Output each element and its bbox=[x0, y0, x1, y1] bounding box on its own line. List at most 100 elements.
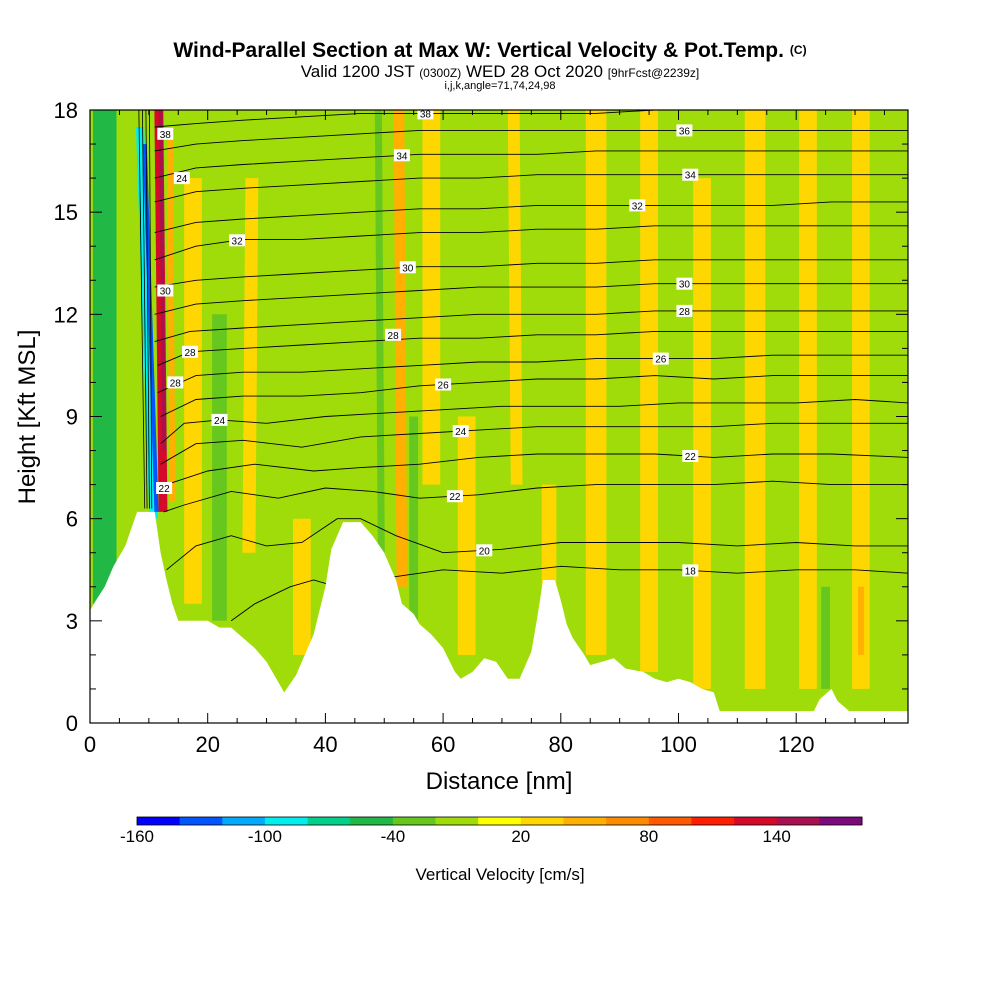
svg-text:28: 28 bbox=[184, 348, 196, 359]
velocity-feature-3 bbox=[158, 110, 166, 451]
chart-indices: i,j,k,angle=71,74,24,98 bbox=[444, 80, 555, 92]
y-tick-label: 0 bbox=[66, 711, 78, 736]
theta-contour-1 bbox=[166, 518, 908, 571]
contour-label-c2: 22 bbox=[446, 490, 463, 503]
y-tick-label: 6 bbox=[66, 507, 78, 532]
theta-contour-16 bbox=[154, 129, 908, 152]
velocity-feature-10 bbox=[374, 110, 385, 553]
theta-contour-0 bbox=[230, 565, 908, 622]
column-contour-0 bbox=[138, 110, 146, 509]
contour-label-c12: 32 bbox=[229, 234, 246, 247]
y-tick-label: 3 bbox=[66, 609, 78, 634]
colorbar-segment bbox=[222, 817, 266, 825]
velocity-feature-6 bbox=[184, 178, 202, 604]
colorbar-tick-label: 140 bbox=[763, 827, 791, 846]
x-tick-label: 120 bbox=[778, 732, 815, 757]
colorbar-segment bbox=[648, 817, 692, 825]
contour-label-c14: 34 bbox=[682, 168, 699, 182]
svg-text:28: 28 bbox=[170, 378, 182, 389]
contour-labels: 18 20 22 22 24 24 26 26 28 28 30 30 32 32 34 34 36 38 38 24… bbox=[156, 109, 699, 577]
chart-title: Wind-Parallel Section at Max W: Vertical… bbox=[173, 39, 806, 62]
theta-contour-13 bbox=[154, 201, 908, 234]
velocity-feature-13 bbox=[422, 110, 441, 485]
colorbar-segment bbox=[264, 817, 308, 825]
colorbar-tick-label: -40 bbox=[381, 827, 406, 846]
velocity-feature-8 bbox=[242, 178, 259, 553]
svg-text:32: 32 bbox=[632, 201, 644, 212]
contour-label-c4: 24 bbox=[452, 425, 469, 438]
contour-label-k0: 38 bbox=[157, 127, 174, 141]
colorbar-tick-label: -160 bbox=[120, 827, 154, 846]
column-contour-1 bbox=[141, 110, 148, 509]
velocity-feature-20 bbox=[744, 110, 766, 689]
y-tick-label: 15 bbox=[54, 200, 78, 225]
x-axis-label: Distance [nm] bbox=[426, 768, 573, 795]
colorbar-segment bbox=[435, 817, 479, 825]
velocity-feature-4 bbox=[167, 127, 176, 502]
velocity-feature-23 bbox=[821, 586, 830, 689]
velocity-feature-24 bbox=[858, 586, 864, 655]
theta-contour-10 bbox=[154, 283, 908, 315]
svg-text:32: 32 bbox=[232, 236, 244, 247]
x-tick-label: 20 bbox=[195, 732, 219, 757]
colorbar-label: Vertical Velocity [cm/s] bbox=[415, 865, 584, 884]
velocity-feature-11 bbox=[393, 110, 408, 587]
title-mark: (C) bbox=[790, 43, 807, 57]
terrain-mask bbox=[90, 511, 908, 723]
colorbar-segment bbox=[520, 817, 564, 825]
contour-label-k3: 28 bbox=[167, 376, 184, 389]
x-tick-label: 100 bbox=[660, 732, 697, 757]
colorbar-segment bbox=[819, 817, 863, 825]
theta-contour-8 bbox=[157, 330, 908, 366]
contour-label-c7: 26 bbox=[652, 352, 669, 366]
theta-contour-12 bbox=[154, 225, 908, 261]
svg-text:28: 28 bbox=[388, 331, 400, 342]
contour-label-c13: 32 bbox=[629, 199, 646, 212]
contour-label-c3: 22 bbox=[682, 450, 699, 463]
x-tick-label: 0 bbox=[84, 732, 96, 757]
contour-label-c1: 20 bbox=[476, 544, 493, 557]
svg-text:34: 34 bbox=[396, 151, 408, 162]
chart-subtitle: Valid 1200 JST (0300Z) WED 28 Oct 2020 [… bbox=[301, 62, 700, 81]
svg-text:22: 22 bbox=[449, 492, 461, 503]
colorbar-segment bbox=[478, 817, 522, 825]
colorbar-segment bbox=[734, 817, 778, 825]
theta-contour-5 bbox=[160, 399, 908, 445]
colorbar-segment bbox=[350, 817, 394, 825]
velocity-feature-18 bbox=[640, 110, 658, 672]
colorbar-segment bbox=[179, 817, 223, 825]
theta-contour-7 bbox=[157, 354, 908, 394]
svg-text:34: 34 bbox=[685, 171, 697, 182]
svg-text:30: 30 bbox=[402, 263, 414, 274]
potential-temperature-contours bbox=[138, 110, 908, 622]
contour-label-k2: 30 bbox=[157, 284, 174, 298]
velocity-feature-19 bbox=[693, 178, 711, 689]
svg-text:38: 38 bbox=[420, 109, 432, 120]
theta-contour-11 bbox=[154, 259, 908, 288]
contour-label-k1: 24 bbox=[173, 172, 190, 185]
theta-contour-6 bbox=[160, 375, 908, 417]
contour-label-c0: 18 bbox=[682, 564, 699, 577]
colorbar-segment bbox=[392, 817, 436, 825]
theta-contour-3 bbox=[166, 453, 908, 486]
colorbar: -160 -100 -40 20 80 140 bbox=[120, 816, 863, 846]
theta-contour-17 bbox=[154, 110, 908, 128]
colorbar-tick-label: 80 bbox=[639, 827, 658, 846]
theta-contour-9 bbox=[154, 310, 908, 343]
velocity-feature-5 bbox=[92, 110, 117, 604]
colorbar-tick-label: -100 bbox=[248, 827, 282, 846]
svg-text:30: 30 bbox=[160, 287, 172, 298]
contour-label-c11: 30 bbox=[399, 261, 416, 274]
velocity-feature-17 bbox=[585, 110, 607, 655]
velocity-feature-12 bbox=[409, 416, 419, 621]
colorbar-segment bbox=[691, 817, 735, 825]
contour-label-c9: 28 bbox=[676, 304, 693, 318]
svg-text:30: 30 bbox=[679, 280, 691, 291]
theta-contour-4 bbox=[160, 422, 908, 465]
theta-contour-15 bbox=[154, 150, 908, 179]
contour-label-c10: 30 bbox=[676, 277, 693, 291]
x-axis: 0 20 40 60 80 100 120 bbox=[84, 110, 885, 757]
svg-text:36: 36 bbox=[679, 126, 691, 137]
svg-text:24: 24 bbox=[455, 427, 467, 438]
